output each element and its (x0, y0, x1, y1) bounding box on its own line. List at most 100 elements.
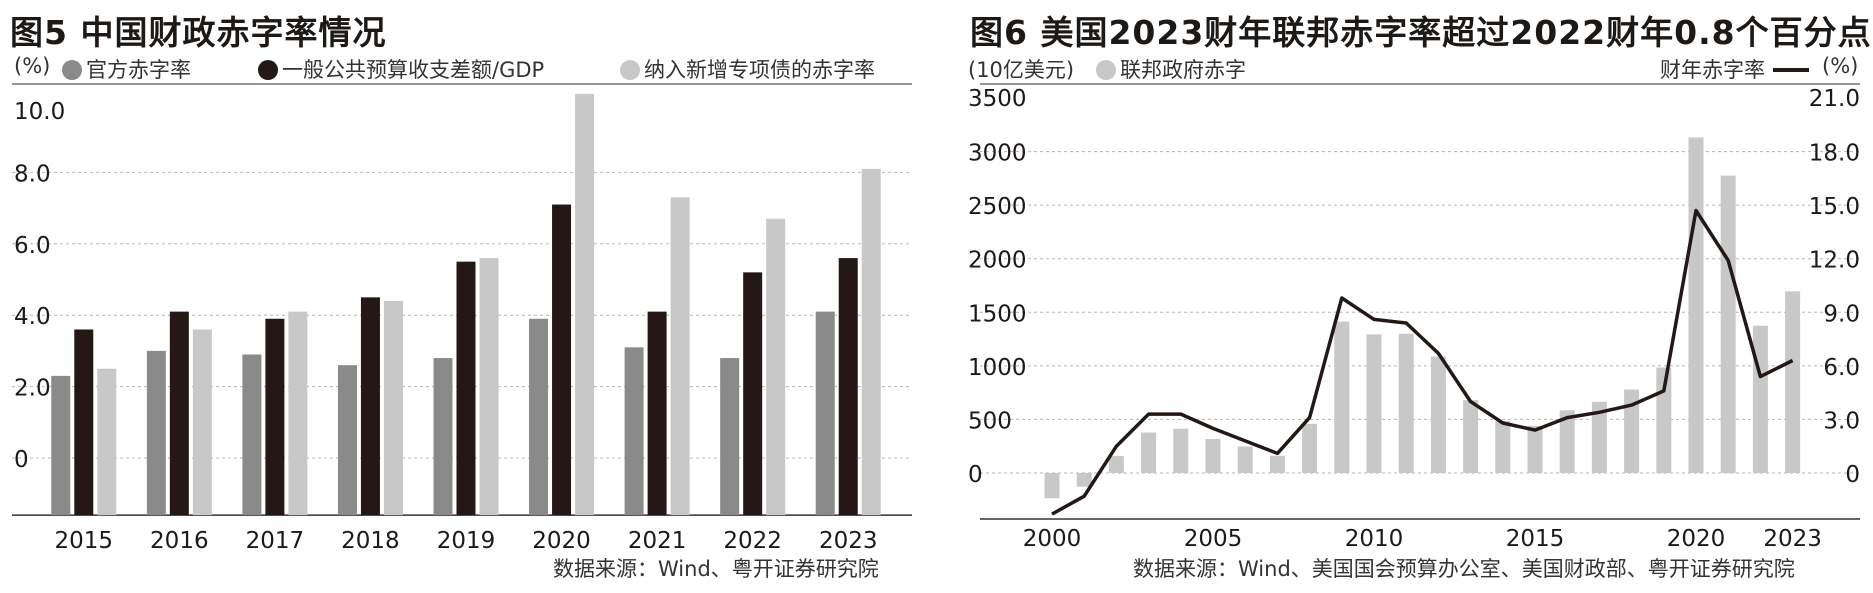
bar (1334, 321, 1350, 473)
x-tick-label: 2005 (1184, 526, 1243, 552)
y-right-tick-label: 0 (1845, 462, 1860, 488)
legend-item-deficit-rate: 财年赤字率 (1660, 54, 1809, 84)
bar (670, 197, 690, 516)
chart-panel-us-deficit: 图6 美国2023财年联邦赤字率超过2022财年0.8个百分点 (10亿美元) … (960, 0, 1873, 593)
x-tick-label: 2015 (55, 528, 114, 554)
x-tick-label: 2000 (1023, 526, 1082, 552)
bar (1076, 473, 1092, 487)
x-tick-label: 2018 (341, 528, 400, 554)
deficit-rate-line (1051, 208, 1794, 516)
y-tick-label: 2.0 (14, 376, 51, 402)
x-tick-label: 2019 (437, 528, 496, 554)
y-right-tick-label: 18.0 (1809, 141, 1860, 167)
legend-label-deficit-rate: 财年赤字率 (1660, 58, 1765, 82)
bar (97, 368, 117, 516)
legend-swatch-deficit-rate (1773, 68, 1809, 72)
bar (1688, 137, 1704, 473)
bar (1366, 334, 1382, 473)
y-right-tick-label: 6.0 (1823, 355, 1860, 381)
y-right-tick-label: 12.0 (1809, 248, 1860, 274)
x-tick-label: 2016 (150, 528, 209, 554)
chart-panel-china-deficit: 图5 中国财政赤字率情况 (%) 官方赤字率 一般公共预算收支差额/GDP 纳入… (0, 0, 920, 593)
bar (720, 358, 740, 516)
bar (1237, 446, 1253, 473)
data-source: 数据来源：Wind、粤开证券研究院 (553, 557, 879, 581)
y-left-tick-label: 3000 (968, 141, 1027, 167)
y-left-tick-label: 0 (968, 462, 983, 488)
y-left-tick-label: 2000 (968, 248, 1027, 274)
bar (146, 350, 166, 516)
x-tick-label: 2020 (1667, 526, 1726, 552)
bar (288, 311, 308, 516)
bar (169, 311, 189, 516)
legend-item-general: 一般公共预算收支差额/GDP (258, 54, 544, 84)
y-right-tick-label: 21.0 (1809, 86, 1860, 112)
chart-title: 图6 美国2023财年联邦赤字率超过2022财年0.8个百分点 (970, 13, 1872, 52)
y-axis-left-unit: (10亿美元) (968, 58, 1075, 82)
bar (1430, 356, 1446, 473)
x-tick-label: 2010 (1345, 526, 1404, 552)
bar (383, 300, 403, 516)
bar (456, 261, 476, 516)
x-tick-label: 2017 (246, 528, 305, 554)
bar (51, 375, 71, 516)
bar (1527, 425, 1543, 473)
bar (861, 168, 881, 516)
bar (192, 329, 212, 516)
legend-swatch-general (258, 60, 278, 80)
bar (1108, 456, 1124, 473)
y-left-tick-label: 3500 (968, 86, 1027, 112)
bar (815, 311, 835, 516)
bar (1173, 428, 1189, 473)
bar (647, 311, 667, 516)
y-right-tick-label: 3.0 (1823, 408, 1860, 434)
bar (337, 365, 357, 516)
legend-label-general: 一般公共预算收支差额/GDP (282, 58, 545, 82)
y-right-tick-label: 15.0 (1809, 194, 1860, 220)
bar (360, 297, 380, 516)
y-right-tick-label: 9.0 (1823, 301, 1860, 327)
bar (552, 204, 572, 516)
bar (1044, 473, 1060, 499)
legend-item-official: 官方赤字率 (62, 54, 191, 84)
legend-swatch-official (62, 60, 82, 80)
bar (743, 272, 763, 516)
bar (265, 318, 285, 516)
legend-label-official: 官方赤字率 (86, 58, 191, 82)
bar (624, 347, 644, 516)
bar (242, 354, 262, 516)
y-tick-label: 4.0 (14, 304, 51, 330)
x-tick-label: 2023 (819, 528, 878, 554)
data-source: 数据来源：Wind、美国国会预算办公室、美国财政部、粤开证券研究院 (1133, 557, 1795, 581)
y-tick-label: 10.0 (14, 99, 65, 125)
bar (1559, 410, 1575, 473)
y-tick-label: 8.0 (14, 161, 51, 187)
y-tick-label: 6.0 (14, 233, 51, 259)
bar (1752, 325, 1768, 473)
combo-chart-us: 3500 21.0 3000 18.0 2500 15.0 2000 12.0 1500 9.0 1… (968, 83, 1860, 552)
bar (74, 329, 94, 516)
bar (575, 93, 595, 516)
bar-chart-china: 10.0 8.0 6.0 4.0 2.0 0 2015 2016 2017 2018 2019 202… (12, 83, 912, 554)
bar (1495, 421, 1511, 473)
bar (1785, 291, 1801, 473)
x-tick-label: 2022 (723, 528, 782, 554)
bar (838, 258, 858, 516)
bar (529, 318, 549, 516)
legend-item-special: 纳入新增专项债的赤字率 (620, 54, 875, 84)
y-axis-unit: (%) (14, 54, 51, 78)
legend-swatch-federal-deficit (1096, 60, 1116, 80)
y-left-tick-label: 1000 (968, 355, 1027, 381)
bar (1205, 438, 1221, 473)
legend-label-federal-deficit: 联邦政府赤字 (1120, 58, 1246, 82)
bar (1398, 333, 1414, 473)
bar (433, 358, 453, 516)
x-tick-label: 2021 (628, 528, 687, 554)
bar (1624, 389, 1640, 473)
y-left-tick-label: 500 (968, 408, 1012, 434)
bar (1141, 432, 1157, 473)
x-tick-label: 2023 (1763, 526, 1822, 552)
bar (1591, 401, 1607, 473)
y-tick-label: 0 (14, 447, 29, 473)
legend-item-federal-deficit: 联邦政府赤字 (1096, 54, 1246, 84)
